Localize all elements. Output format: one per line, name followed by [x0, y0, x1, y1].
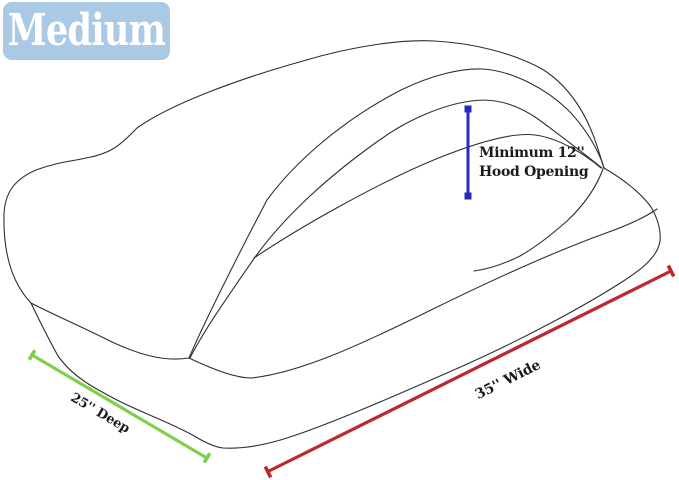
mattress-top-front-seam — [188, 208, 658, 379]
mattress-left-top-seam — [30, 302, 190, 360]
hood-front-rim-inner — [189, 99, 603, 359]
hood-front-rim-outer — [188, 68, 605, 359]
hood-opening-label-line2: Hood Opening — [479, 164, 589, 180]
interior-back-cushion-edge — [253, 133, 602, 259]
mattress-bottom-outline — [30, 240, 661, 449]
hood-opening-measure-line — [464, 105, 472, 200]
hood-opening-label: Minimum 12'' Hood Opening — [479, 144, 589, 182]
size-badge: Medium — [3, 2, 170, 60]
width-measure-line — [263, 264, 676, 479]
mattress-right-end — [603, 167, 661, 242]
depth-measure-line — [27, 349, 212, 464]
hood-hem-shadow — [473, 168, 604, 272]
size-badge-label: Medium — [7, 5, 166, 56]
bed-outline — [3, 40, 661, 449]
hood-outer-dome — [3, 40, 605, 304]
hood-opening-label-line1: Minimum 12'' — [479, 145, 585, 161]
